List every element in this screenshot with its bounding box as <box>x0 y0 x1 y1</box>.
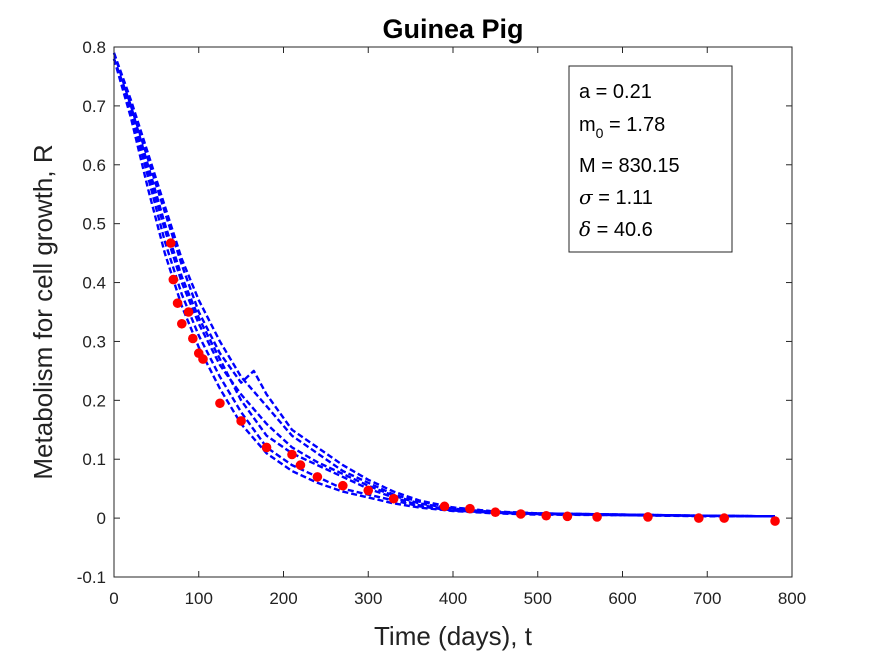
annotation-line-m0: m0 = 1.78 <box>579 114 665 141</box>
data-point <box>719 513 729 523</box>
data-point <box>338 480 348 491</box>
data-point <box>168 274 179 285</box>
data-point <box>172 298 183 308</box>
marker-layer <box>165 238 780 526</box>
annotation-a-label: a <box>579 81 591 103</box>
x-tick-label: 700 <box>693 589 721 608</box>
parameter-annotation-box: a = 0.21 m0 = 1.78 M = 830.15 σ = 1.11 δ… <box>568 65 733 253</box>
data-point <box>236 416 246 426</box>
y-tick-label: 0.1 <box>82 450 106 469</box>
y-tick-label: 0.2 <box>82 391 106 410</box>
chart-title: Guinea Pig <box>382 14 523 44</box>
y-tick-label: 0.6 <box>82 156 106 175</box>
annotation-sigma-value: 1.11 <box>615 187 652 209</box>
x-tick-label: 800 <box>778 589 806 608</box>
y-tick-label: 0.3 <box>82 332 106 351</box>
data-point <box>312 472 323 482</box>
data-point <box>770 516 780 526</box>
y-axis-ticks: -0.1 0 0.1 0.2 0.3 0.4 0.5 0.6 0.7 0.8 <box>77 38 792 587</box>
annotation-M-value: 830.15 <box>618 155 679 177</box>
x-tick-label: 0 <box>109 589 118 608</box>
x-tick-label: 600 <box>608 589 636 608</box>
annotation-M-label: M <box>579 155 596 177</box>
x-axis-label: Time (days), t <box>374 621 533 651</box>
x-axis-ticks: 0 100 200 300 400 500 600 700 800 <box>109 47 806 608</box>
data-point <box>295 460 306 470</box>
data-point <box>541 510 552 521</box>
y-tick-label: 0.4 <box>82 274 106 293</box>
annotation-m0-value: 1.78 <box>626 114 665 136</box>
y-tick-label: 0 <box>97 509 106 528</box>
annotation-line-M: M = 830.15 <box>579 155 680 177</box>
data-point <box>261 442 272 453</box>
data-point <box>465 503 475 514</box>
annotation-sigma-label: σ <box>579 185 594 209</box>
data-point <box>188 333 198 344</box>
annotation-delta-label: δ <box>579 217 591 241</box>
y-tick-label: -0.1 <box>77 568 106 587</box>
x-tick-label: 200 <box>269 589 297 608</box>
annotation-m0-subscript: 0 <box>596 125 604 141</box>
data-point <box>693 513 704 523</box>
data-point <box>177 318 187 329</box>
data-point <box>363 485 374 496</box>
annotation-a-value: 0.21 <box>613 81 652 103</box>
x-tick-label: 400 <box>439 589 467 608</box>
annotation-line-sigma: σ = 1.11 <box>579 185 653 209</box>
data-point <box>439 501 450 512</box>
data-point <box>490 507 501 518</box>
y-tick-label: 0.8 <box>82 38 106 57</box>
data-point <box>643 512 653 522</box>
data-point <box>592 512 602 522</box>
annotation-line-delta: δ = 40.6 <box>579 217 653 241</box>
data-point <box>183 307 194 317</box>
annotation-m0-label: m <box>579 114 596 136</box>
y-axis-label: Metabolism for cell growth, R <box>28 144 58 479</box>
data-point <box>165 238 176 248</box>
x-tick-label: 500 <box>524 589 552 608</box>
x-tick-label: 300 <box>354 589 382 608</box>
data-point <box>215 398 225 409</box>
data-point <box>516 509 526 519</box>
annotation-delta-value: 40.6 <box>614 219 653 241</box>
data-point <box>562 511 573 522</box>
y-tick-label: 0.7 <box>82 97 106 116</box>
data-point <box>388 493 399 504</box>
data-point <box>287 449 297 460</box>
y-tick-label: 0.5 <box>82 215 106 234</box>
annotation-line-a: a = 0.21 <box>579 81 652 103</box>
annotation-frame <box>568 65 733 253</box>
x-tick-label: 100 <box>185 589 213 608</box>
data-point <box>198 354 208 364</box>
